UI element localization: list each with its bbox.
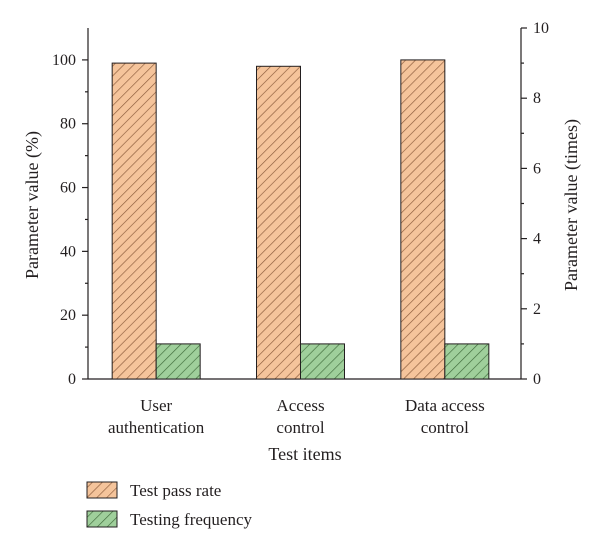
right-y-axis: 0 2 4 6 8 10 — [521, 20, 549, 388]
right-tick-label: 4 — [533, 231, 541, 248]
bar-test-pass-rate — [400, 59, 446, 380]
right-tick-label: 0 — [533, 371, 541, 388]
bar-testing-frequency — [155, 343, 201, 380]
category-label: User authentication — [108, 396, 205, 437]
right-tick-label: 2 — [533, 301, 541, 318]
category-label: Access control — [276, 396, 324, 437]
legend-swatch — [86, 481, 118, 499]
bar-test-pass-rate — [111, 62, 157, 380]
x-axis-labels: User authentication Access control Data acce… — [108, 396, 485, 437]
left-tick-label: 60 — [60, 180, 76, 197]
left-tick-label: 40 — [60, 243, 76, 260]
right-tick-label: 10 — [533, 20, 549, 37]
bar-testing-frequency — [444, 343, 490, 380]
left-tick-label: 20 — [60, 307, 76, 324]
left-y-axis: 0 20 40 60 80 100 — [52, 52, 88, 388]
right-tick-label: 8 — [533, 90, 541, 107]
bar-testing-frequency — [300, 343, 345, 380]
left-y-axis-title: Parameter value (%) — [22, 131, 43, 279]
left-tick-label: 80 — [60, 116, 76, 133]
bar-test-pass-rate — [256, 65, 301, 380]
category-label: Data access control — [405, 396, 485, 437]
bars — [111, 59, 490, 380]
right-y-axis-title: Parameter value (times) — [561, 119, 582, 291]
legend-label: Testing frequency — [130, 510, 253, 529]
left-tick-label: 0 — [68, 371, 76, 388]
x-axis-title: Test items — [268, 444, 341, 464]
legend: Test pass rate Testing frequency — [86, 481, 253, 529]
left-tick-label: 100 — [52, 52, 76, 69]
right-tick-label: 6 — [533, 160, 541, 177]
legend-label: Test pass rate — [130, 481, 221, 500]
legend-swatch — [86, 510, 118, 528]
